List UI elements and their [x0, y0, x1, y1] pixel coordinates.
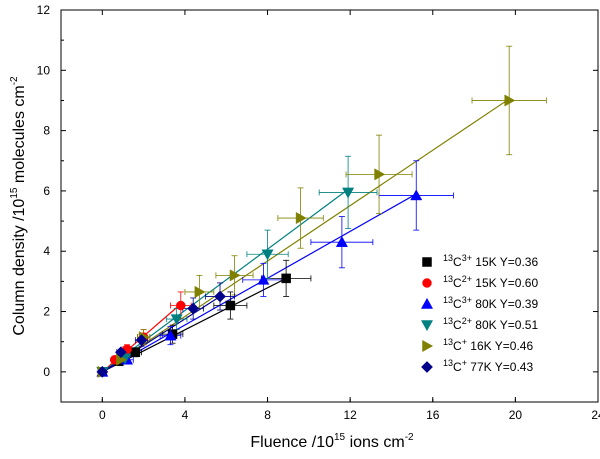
y-axis-title: Column density /1015 molecules cm-2 [9, 76, 28, 336]
x-axis-title: Fluence /1015 ions cm-2 [250, 432, 414, 451]
data-point-series-5 [295, 212, 307, 225]
axis-ticks: 04812162024024681012 [37, 3, 600, 422]
data-point-series-1 [130, 347, 141, 357]
fit-line-series-5 [101, 98, 510, 373]
data-point-series-5 [504, 94, 516, 107]
data-point-series-6 [135, 334, 148, 347]
fit-lines [101, 98, 510, 373]
x-tick-label: 0 [99, 408, 106, 422]
y-tick-label: 2 [43, 305, 50, 319]
legend-marker-series-5 [422, 339, 434, 353]
data-point-series-3 [257, 273, 270, 285]
x-tick-label: 16 [426, 408, 440, 422]
legend-marker-series-1 [422, 257, 432, 267]
data-point-series-2 [176, 300, 186, 311]
data-point-series-1 [281, 273, 291, 284]
legend-label-series-6: 13C+ 77K Y=0.43 [443, 358, 533, 374]
data-point-series-4 [342, 187, 355, 199]
legend-marker-series-3 [420, 297, 434, 309]
data-point-series-4 [261, 249, 274, 261]
data-point-series-3 [335, 236, 348, 247]
data-point-series-4 [170, 314, 183, 326]
y-tick-label: 12 [37, 3, 51, 17]
data-point-series-6 [114, 346, 127, 359]
y-tick-label: 0 [43, 365, 50, 379]
data-point-series-5 [229, 269, 241, 282]
y-tick-label: 6 [43, 184, 50, 198]
x-tick-label: 12 [343, 408, 357, 422]
data-point-series-6 [214, 290, 227, 303]
data-point-series-3 [164, 329, 177, 341]
x-tick-label: 4 [182, 408, 189, 422]
data-point-series-6 [96, 365, 109, 378]
legend-label-series-5: 13C+ 16K Y=0.46 [443, 337, 533, 353]
data-markers [96, 94, 516, 378]
x-tick-label: 24 [591, 408, 600, 422]
legend-marker-series-6 [421, 361, 433, 373]
data-point-series-5 [194, 285, 206, 298]
x-tick-label: 8 [264, 408, 271, 422]
legend-marker-series-4 [420, 320, 434, 332]
fit-line-series-1 [102, 277, 287, 373]
x-tick-label: 20 [509, 408, 523, 422]
plot-frame [60, 9, 599, 403]
data-point-series-6 [187, 302, 200, 315]
y-tick-label: 4 [43, 244, 50, 258]
data-point-series-3 [410, 189, 423, 201]
legend-label-series-1: 13C3+ 15K Y=0.36 [443, 253, 538, 269]
legend: 13C3+ 15K Y=0.36 13C2+ 15K Y=0.60 13C3+ 80… [420, 253, 538, 374]
data-point-series-5 [374, 168, 386, 181]
legend-label-series-3: 13C3+ 80K Y=0.39 [443, 295, 538, 311]
legend-label-series-4: 13C2+ 80K Y=0.51 [443, 316, 538, 332]
y-tick-label: 10 [37, 63, 51, 77]
y-tick-label: 8 [43, 124, 50, 138]
legend-marker-series-2 [422, 278, 432, 288]
legend-label-series-2: 13C2+ 15K Y=0.60 [443, 274, 538, 290]
data-point-series-1 [225, 300, 236, 311]
